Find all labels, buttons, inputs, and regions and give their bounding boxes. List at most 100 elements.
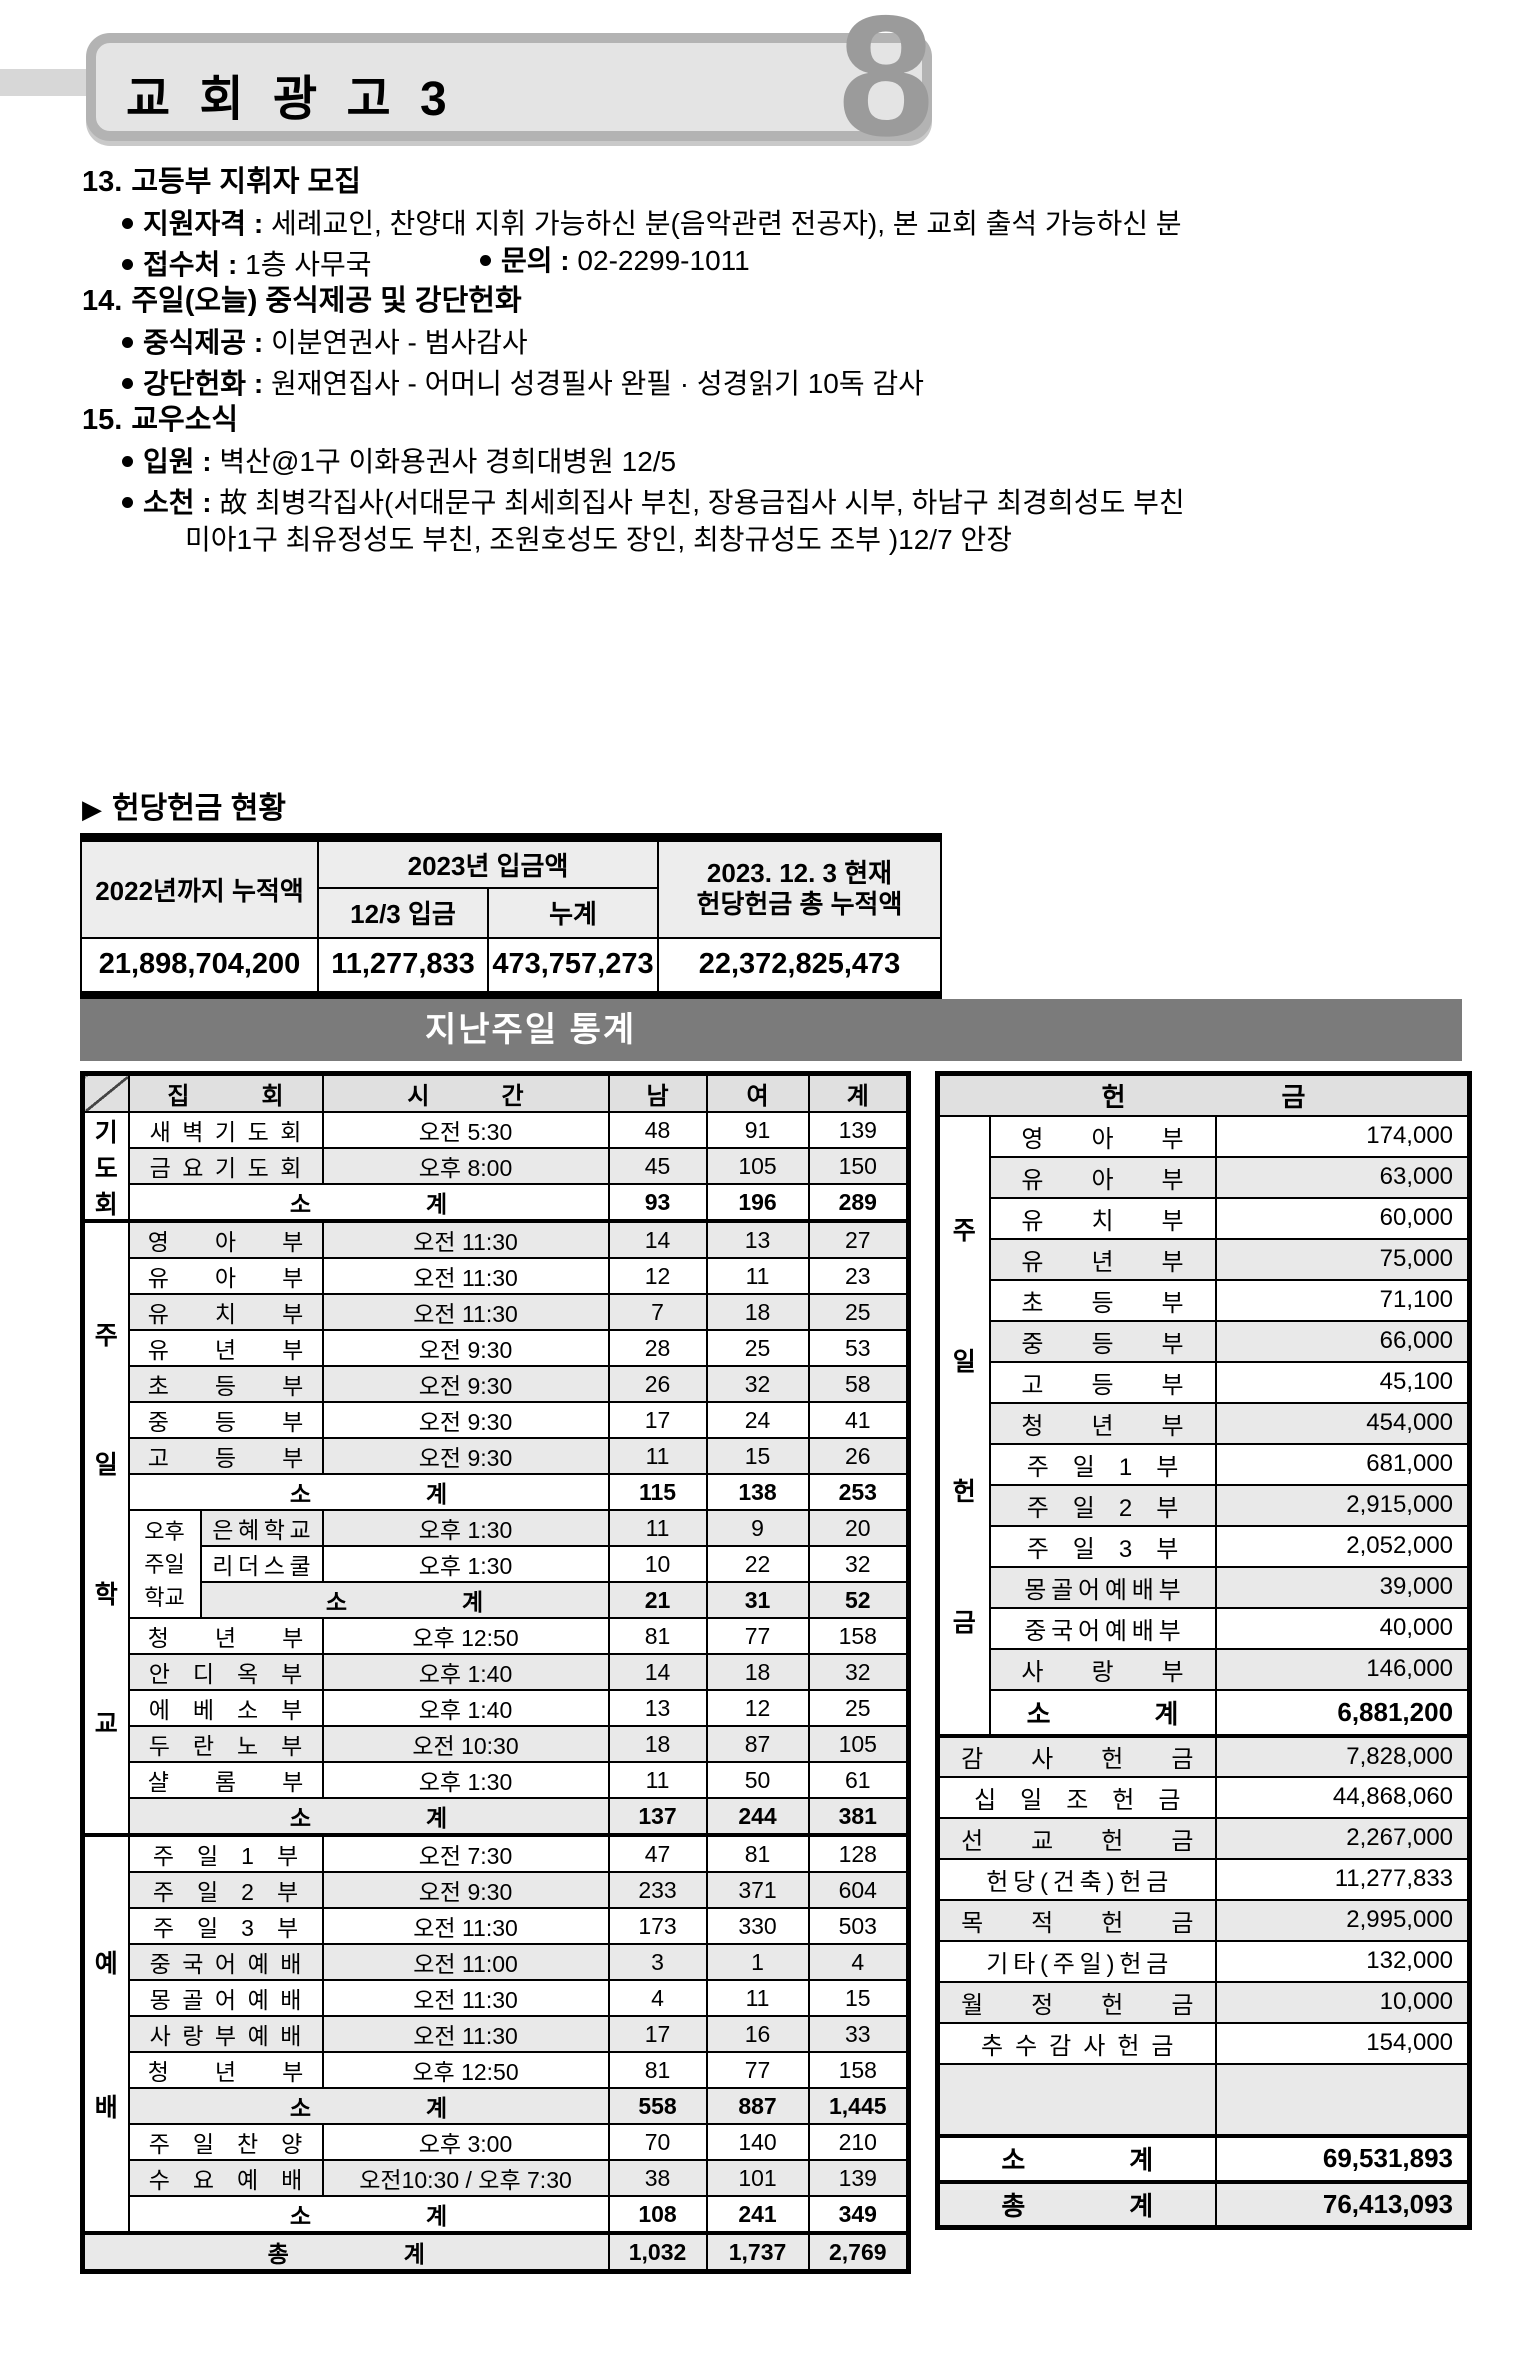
announcement-title-text: 고등부 지휘자 모집 bbox=[131, 166, 361, 198]
subgroup-label-line: 학교 bbox=[144, 1584, 185, 1610]
grand-total-amount: 76,413,093 bbox=[1214, 2179, 1471, 2229]
announcements-section: 13. 고등부 지휘자 모집 지원자격 : 세례교인, 찬양대 지휘 가능하신 분(… bbox=[82, 164, 1482, 558]
offering-amount: 60,000 bbox=[1214, 1196, 1471, 1240]
dedication-col3-subheader: 누계 bbox=[487, 886, 659, 939]
total-count: 1,445 bbox=[807, 2087, 910, 2125]
male-count: 558 bbox=[607, 2087, 708, 2125]
female-count: 11 bbox=[705, 1257, 810, 1295]
offering-row: 몽 골 어 예 배 부 39,000 bbox=[938, 1565, 1471, 1609]
meeting-name: 유 년 부 bbox=[127, 1329, 324, 1367]
total-count: 25 bbox=[807, 1689, 910, 1727]
meeting-time: 오전 11:30 bbox=[321, 1907, 610, 1945]
meeting-name: 몽 골 어 예 배 bbox=[127, 1979, 324, 2017]
announcement-entry: 중식제공 : 이분연권사 - 범사감사 bbox=[122, 324, 528, 361]
dedication-title-text: 헌당헌금 현황 bbox=[112, 792, 286, 825]
offering-name: 중 등 부 bbox=[988, 1319, 1217, 1363]
subtotal-label: 소 계 bbox=[127, 1797, 610, 1836]
announcement-title: 15. 교우소식 bbox=[82, 402, 1482, 439]
header-female: 여 bbox=[705, 1072, 810, 1113]
female-count: 105 bbox=[705, 1147, 810, 1185]
male-count: 81 bbox=[607, 1617, 708, 1655]
meeting-time: 오전 11:30 bbox=[321, 1979, 610, 2017]
female-count: 241 bbox=[705, 2195, 810, 2234]
announcement-text: 원재연집사 - 어머니 성경필사 완필 · 성경읽기 10독 감사 bbox=[270, 368, 924, 399]
male-count: 14 bbox=[607, 1219, 708, 1259]
female-count: 87 bbox=[705, 1725, 810, 1763]
total-count: 32 bbox=[807, 1653, 910, 1691]
total-count: 52 bbox=[807, 1581, 910, 1619]
offering-name: 선 교 헌 금 bbox=[936, 1816, 1217, 1860]
female-count: 12 bbox=[705, 1689, 810, 1727]
group-label-char: 일 bbox=[952, 1347, 976, 1376]
subgroup-label-line: 주일 bbox=[144, 1551, 185, 1577]
bullet-icon bbox=[122, 259, 133, 270]
offering-row: 유 치 부 60,000 bbox=[938, 1196, 1471, 1240]
offering-row: 추 수 감 사 헌 금 154,000 bbox=[936, 2021, 1471, 2065]
total-count: 25 bbox=[807, 1293, 910, 1331]
dedication-value-deposit: 11,277,833 bbox=[317, 936, 489, 997]
announcement-entry: 입원 : 벽산@1구 이화용권사 경희대병원 12/5 bbox=[122, 443, 676, 480]
dedication-value-total: 22,372,825,473 bbox=[657, 936, 942, 997]
subgroup-label-line: 오후 bbox=[144, 1518, 185, 1544]
meeting-time: 오전 5:30 bbox=[321, 1111, 610, 1149]
total-count: 253 bbox=[807, 1473, 910, 1511]
header-time: 시 간 bbox=[321, 1072, 610, 1113]
header-male: 남 bbox=[607, 1072, 708, 1113]
offering-row: 총 계 76,413,093 bbox=[936, 2179, 1471, 2229]
group-label-char: 헌 bbox=[952, 1478, 976, 1507]
meeting-time: 오전 9:30 bbox=[321, 1437, 610, 1475]
announcement-label: 입원 bbox=[143, 446, 195, 477]
stats-banner: 지난주일 통계 bbox=[80, 999, 1462, 1061]
meeting-name: 청 년 부 bbox=[127, 2051, 324, 2089]
announcement-item-continuation: 미아1구 최유정성도 부친, 조원호성도 장인, 최창규성도 조부 )12/7 … bbox=[185, 524, 1012, 555]
group-label-char: 도 bbox=[94, 1155, 118, 1183]
total-count: 23 bbox=[807, 1257, 910, 1295]
meeting-time: 오전 9:30 bbox=[321, 1401, 610, 1439]
female-count: 18 bbox=[705, 1653, 810, 1691]
dedication-offering-table: 2022년까지 누적액 2023년 입금액 2023. 12. 3 현재 헌당헌… bbox=[80, 833, 942, 1000]
announcement-title-text: 교우소식 bbox=[131, 404, 239, 436]
announcement-entry: 소천 : 故 최병각집사(서대문구 최세희집사 부친, 장용금집사 시부, 하남… bbox=[122, 484, 1185, 521]
announcement-item: 소천 : 故 최병각집사(서대문구 최세희집사 부친, 장용금집사 시부, 하남… bbox=[82, 480, 1482, 521]
attendance-row: 초 등 부 오전 9:30 26 32 58 bbox=[83, 1365, 910, 1403]
attendance-row: 소 계 108 241 349 bbox=[83, 2195, 910, 2234]
meeting-time: 오후 12:50 bbox=[321, 2051, 610, 2089]
offering-amount: 44,868,060 bbox=[1214, 1775, 1471, 1819]
announcement-label: 문의 bbox=[501, 245, 553, 276]
offering-row: 소 계 69,531,893 bbox=[936, 2133, 1471, 2183]
total-count: 158 bbox=[807, 1617, 910, 1655]
dedication-section-title: ▶ 헌당헌금 현황 bbox=[82, 783, 286, 827]
group-label-char: 금 bbox=[952, 1608, 976, 1637]
male-count: 21 bbox=[607, 1581, 708, 1619]
meeting-name: 두 란 노 부 bbox=[127, 1725, 324, 1763]
grand-total-label: 총 계 bbox=[81, 2231, 610, 2273]
announcement-separator: : bbox=[246, 327, 271, 358]
attendance-row: 금 요 기 도 회 오후 8:00 45 105 150 bbox=[83, 1147, 910, 1185]
announcement-label: 접수처 bbox=[143, 249, 221, 280]
dedication-header-row: 2022년까지 누적액 2023년 입금액 2023. 12. 3 현재 헌당헌… bbox=[80, 836, 942, 939]
subtotal-label: 소 계 bbox=[127, 1183, 610, 1222]
meeting-time: 오전 9:30 bbox=[321, 1365, 610, 1403]
offering-row: 십 일 조 헌 금 44,868,060 bbox=[936, 1775, 1471, 1819]
female-count: 81 bbox=[705, 1833, 810, 1873]
empty-cell bbox=[936, 2062, 1217, 2137]
announcement-separator: : bbox=[246, 368, 271, 399]
male-count: 115 bbox=[607, 1473, 708, 1511]
bullet-icon bbox=[122, 497, 133, 508]
attendance-row: 소 계 21 31 52 bbox=[83, 1581, 910, 1619]
total-count: 26 bbox=[807, 1437, 910, 1475]
total-count: 349 bbox=[807, 2195, 910, 2234]
male-count: 17 bbox=[607, 1401, 708, 1439]
attendance-row: 청 년 부 오후 12:50 81 77 158 bbox=[83, 2051, 910, 2089]
offering-row: 유 년 부 75,000 bbox=[938, 1237, 1471, 1281]
announcement-entry: 지원자격 : 세례교인, 찬양대 지휘 가능하신 분(음악관련 전공자), 본 … bbox=[122, 205, 1182, 242]
meeting-name: 고 등 부 bbox=[127, 1437, 324, 1475]
offering-amount: 71,100 bbox=[1214, 1278, 1471, 1322]
offering-amount: 11,277,833 bbox=[1214, 1857, 1471, 1901]
meeting-name: 주 일 1 부 bbox=[127, 1833, 324, 1873]
female-count: 244 bbox=[705, 1797, 810, 1836]
male-count: 12 bbox=[607, 1257, 708, 1295]
